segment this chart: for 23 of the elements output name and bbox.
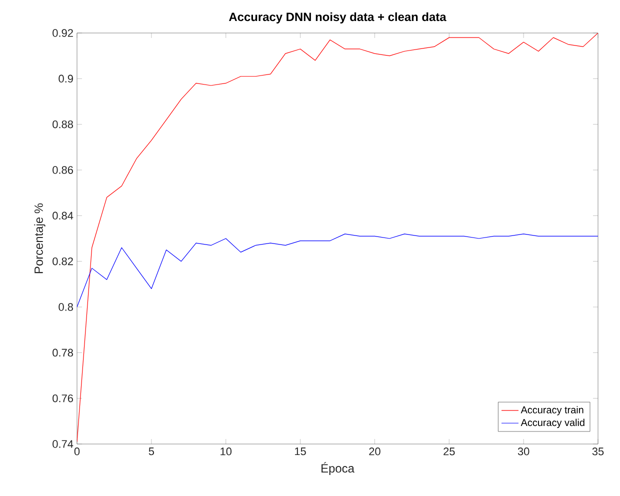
y-tick-label: 0.78 [52, 348, 73, 357]
x-tick-label: 20 [369, 448, 380, 456]
y-tick-label: 0.76 [52, 394, 73, 402]
y-tick-label: 0.82 [52, 257, 73, 266]
y-tick-label: 0.86 [52, 166, 73, 174]
y-tick-label: 0.74 [52, 440, 74, 448]
x-tick-label: 25 [444, 448, 455, 456]
chart-title: Accuracy DNN noisy data + clean data [228, 12, 446, 24]
y-tick-label: 0.88 [52, 120, 73, 128]
y-tick-label: 0.9 [58, 74, 73, 83]
x-tick-label: 35 [592, 448, 604, 456]
x-tick-label: 5 [148, 448, 154, 456]
legend-label: Accuracy train [520, 406, 584, 416]
x-tick-label: 30 [518, 448, 530, 456]
x-tick-label: 0 [74, 448, 80, 456]
legend-label: Accuracy valid [520, 418, 584, 428]
y-tick-label: 0.8 [58, 303, 73, 311]
x-axis-title: Época [322, 462, 354, 475]
y-axis-title: Porcentaje % [34, 203, 46, 274]
y-tick-label: 0.92 [52, 29, 73, 37]
x-tick-label: 15 [295, 448, 306, 456]
x-tick-label: 10 [220, 448, 232, 456]
y-tick-label: 0.84 [52, 212, 74, 220]
